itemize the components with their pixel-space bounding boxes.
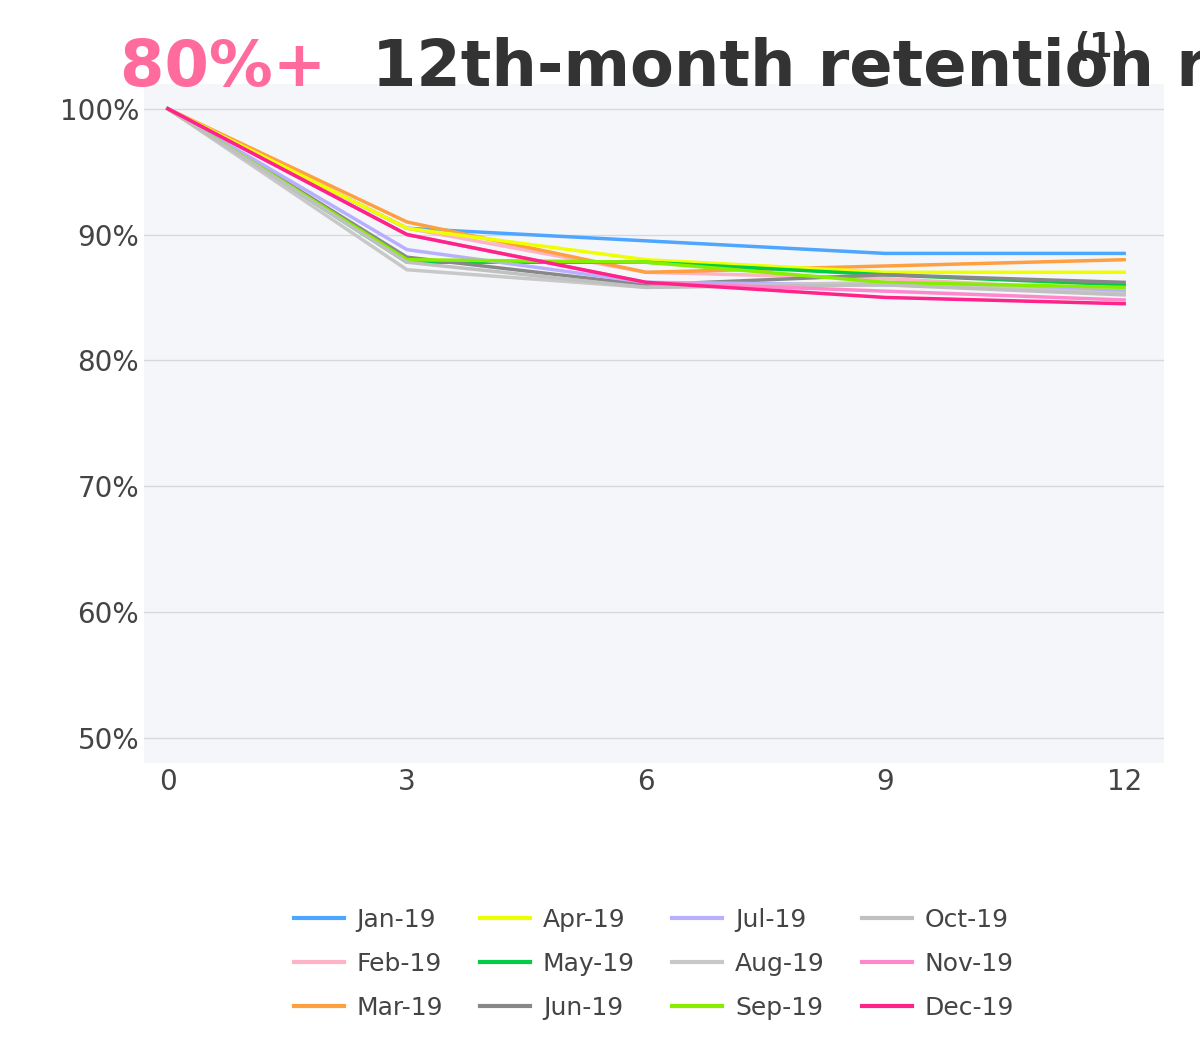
Text: (1): (1) <box>1074 31 1128 65</box>
Legend: Jan-19, Feb-19, Mar-19, Apr-19, May-19, Jun-19, Jul-19, Aug-19, Sep-19, Oct-19, : Jan-19, Feb-19, Mar-19, Apr-19, May-19, … <box>284 898 1024 1029</box>
Text: 12th-month retention rate: 12th-month retention rate <box>372 37 1200 98</box>
Text: 80%+: 80%+ <box>120 37 348 98</box>
